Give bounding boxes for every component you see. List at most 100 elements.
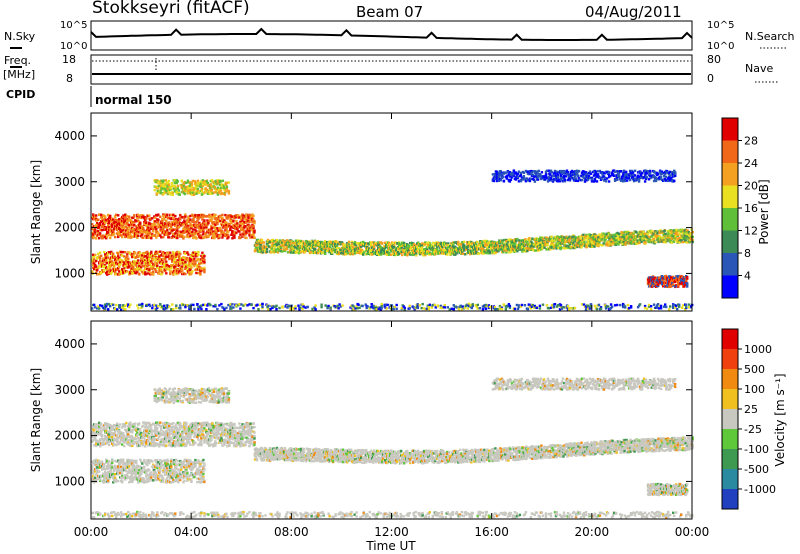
echo-cell xyxy=(526,240,529,244)
echo-cell xyxy=(219,189,223,192)
echo-cell xyxy=(176,229,179,232)
echo-cell xyxy=(523,248,526,251)
echo-cell xyxy=(167,217,170,220)
echo-cell xyxy=(154,220,157,223)
echo-cell xyxy=(203,260,206,264)
echo-cell xyxy=(272,240,276,243)
echo-cell xyxy=(447,242,450,245)
echo-cell xyxy=(207,235,210,238)
echo-cell xyxy=(353,243,357,246)
echo-cell xyxy=(261,248,265,251)
echo-cell xyxy=(245,236,248,240)
echo-cell xyxy=(190,232,193,235)
echo-cell xyxy=(98,237,101,240)
echo-cell xyxy=(108,251,111,254)
nsearch-label: N.Search xyxy=(745,30,795,43)
echo-cell xyxy=(126,262,129,266)
echo-cell xyxy=(494,249,497,252)
echo-cell xyxy=(250,215,253,218)
echo-cell xyxy=(117,235,120,239)
echo-cell xyxy=(208,215,211,219)
echo-cell xyxy=(208,213,211,217)
echo-cell xyxy=(107,214,110,217)
echo-cell xyxy=(164,269,167,273)
echo-cell xyxy=(175,255,178,258)
echo-cell xyxy=(384,241,387,244)
echo-cell xyxy=(457,240,460,244)
echo-cell xyxy=(125,256,128,259)
echo-cell xyxy=(338,241,342,244)
echo-cell xyxy=(337,247,341,250)
echo-cell xyxy=(129,227,132,231)
echo-cell xyxy=(179,218,182,221)
echo-cell xyxy=(214,223,217,226)
echo-cell xyxy=(191,270,194,273)
echo-cell xyxy=(146,256,149,259)
echo-cell xyxy=(349,244,353,247)
echo-cell xyxy=(625,232,628,235)
echo-cell xyxy=(140,257,143,260)
echo-cell xyxy=(215,220,218,224)
echo-cell xyxy=(186,235,189,239)
echo-cell xyxy=(325,249,329,252)
echo-cell xyxy=(410,245,413,248)
echo-cell xyxy=(111,223,114,226)
echo-cell xyxy=(243,216,246,219)
echo-cell xyxy=(638,241,641,245)
echo-cell xyxy=(593,240,596,243)
echo-cell xyxy=(416,250,419,253)
echo-cell xyxy=(156,191,159,194)
echo-cell xyxy=(136,261,139,265)
echo-cell xyxy=(212,230,215,233)
echo-cell xyxy=(103,250,106,254)
echo-cell xyxy=(640,240,643,244)
echo-cell xyxy=(163,218,166,221)
echo-cell xyxy=(576,245,579,249)
echo-cell xyxy=(233,217,236,220)
echo-cell xyxy=(541,243,544,247)
echo-cell xyxy=(551,241,554,245)
echo-cell xyxy=(241,219,244,222)
echo-cell xyxy=(199,180,203,183)
echo-cell xyxy=(162,214,165,217)
echo-cell xyxy=(154,234,157,237)
echo-cell xyxy=(231,232,234,235)
echo-cell xyxy=(524,238,527,241)
echo-cell xyxy=(124,263,127,266)
echo-cell xyxy=(129,251,132,255)
echo-cell xyxy=(168,236,171,239)
echo-cell xyxy=(153,188,156,192)
echo-cell xyxy=(249,225,252,228)
echo-cell xyxy=(177,260,180,264)
echo-cell xyxy=(123,267,126,270)
echo-cell xyxy=(238,216,241,219)
echo-cell xyxy=(117,258,120,261)
echo-cell xyxy=(138,273,141,276)
echo-cell xyxy=(130,264,133,267)
echo-cell xyxy=(196,179,200,182)
echo-cell xyxy=(461,241,464,244)
echo-cell xyxy=(93,236,96,239)
echo-cell xyxy=(172,250,175,254)
echo-cell xyxy=(95,237,98,240)
echo-cell xyxy=(373,247,376,250)
echo-cell xyxy=(176,253,179,256)
echo-cell xyxy=(276,246,280,249)
echo-cell xyxy=(186,179,190,182)
echo-cell xyxy=(162,185,165,188)
echo-cell xyxy=(203,214,206,218)
echo-cell xyxy=(166,229,169,232)
echo-cell xyxy=(199,272,202,275)
echo-cell xyxy=(133,229,136,233)
echo-cell xyxy=(156,252,159,255)
echo-cell xyxy=(109,258,112,261)
echo-cell xyxy=(360,248,364,252)
echo-cell xyxy=(206,215,209,218)
echo-cell xyxy=(154,216,157,220)
echo-cell xyxy=(406,254,409,257)
echo-cell xyxy=(362,240,365,244)
echo-cell xyxy=(182,229,185,233)
echo-cell xyxy=(211,217,214,220)
echo-cell xyxy=(448,251,451,254)
